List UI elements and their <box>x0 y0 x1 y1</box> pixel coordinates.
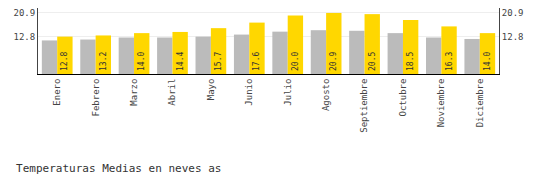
svg-text:Abril: Abril <box>167 79 177 106</box>
svg-text:Diciembre: Diciembre <box>475 79 485 128</box>
svg-text:20.5: 20.5 <box>368 52 377 71</box>
svg-text:Temperaturas Medias en neves a: Temperaturas Medias en neves as <box>16 162 221 174</box>
svg-text:20.0: 20.0 <box>291 52 300 71</box>
svg-text:20.9: 20.9 <box>14 8 36 18</box>
svg-text:18.5: 18.5 <box>406 52 415 71</box>
svg-text:Agosto: Agosto <box>321 79 331 112</box>
svg-text:12.8: 12.8 <box>14 32 36 42</box>
svg-text:12.8: 12.8 <box>502 32 524 42</box>
svg-text:Marzo: Marzo <box>129 79 139 106</box>
svg-text:Noviembre: Noviembre <box>436 79 446 128</box>
svg-text:Enero: Enero <box>52 79 62 106</box>
svg-text:Octubre: Octubre <box>398 79 408 117</box>
svg-text:17.6: 17.6 <box>252 52 261 71</box>
svg-text:Septiembre: Septiembre <box>359 79 369 133</box>
svg-text:13.2: 13.2 <box>99 52 108 71</box>
svg-text:20.9: 20.9 <box>329 52 338 71</box>
svg-text:Febrero: Febrero <box>91 79 101 117</box>
svg-text:Mayo: Mayo <box>206 79 216 101</box>
svg-text:Julio: Julio <box>283 79 293 106</box>
svg-text:20.9: 20.9 <box>502 8 524 18</box>
svg-text:16.3: 16.3 <box>445 52 454 71</box>
svg-text:15.7: 15.7 <box>214 52 223 71</box>
svg-text:12.8: 12.8 <box>60 52 69 71</box>
svg-text:14.0: 14.0 <box>137 52 146 71</box>
svg-text:Junio: Junio <box>244 79 254 106</box>
svg-text:14.4: 14.4 <box>176 52 185 71</box>
svg-text:14.0: 14.0 <box>483 52 492 71</box>
